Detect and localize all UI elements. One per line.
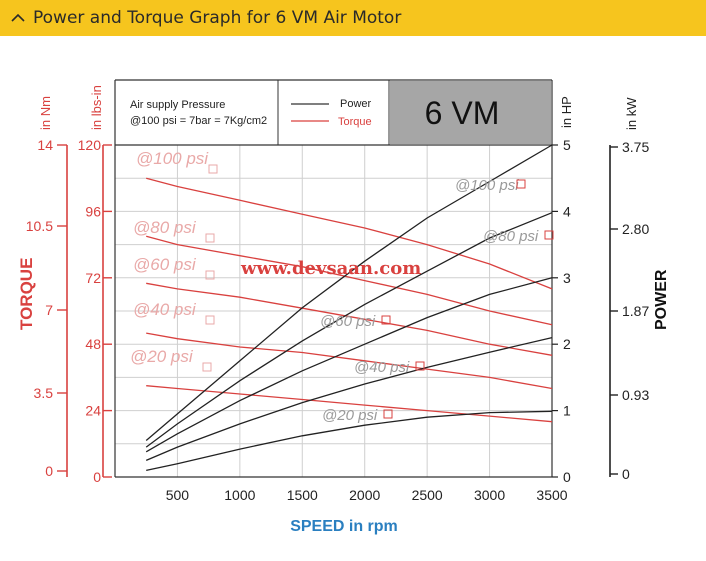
power-torque-chart: Air supply Pressure @100 psi = 7bar = 7Kg… xyxy=(17,79,670,535)
curve-label-marker xyxy=(205,233,215,243)
torque-lbs-tick-label: 96 xyxy=(85,203,101,219)
power-hp-tick-label: 2 xyxy=(563,336,571,352)
legend-torque-label: Torque xyxy=(338,116,372,128)
torque-nm-tick-label: 10.5 xyxy=(26,218,53,234)
x-tick-label: 3500 xyxy=(536,487,567,503)
power-curve-label: @80 psi xyxy=(483,228,539,245)
power-hp-tick-label: 3 xyxy=(563,270,571,286)
curve-label-marker xyxy=(544,230,554,240)
torque-curve-label: @80 psi xyxy=(133,218,197,237)
power-hp-axis-label: in HP xyxy=(559,96,574,128)
torque-axis-title: TORQUE xyxy=(17,258,36,330)
legend-note-line-1: Air supply Pressure xyxy=(130,99,225,111)
power-kw-axis-label: in kW xyxy=(624,97,639,130)
x-tick-label: 2500 xyxy=(412,487,443,503)
torque-nm-tick-label: 3.5 xyxy=(34,385,54,401)
power-curve-label: @40 psi xyxy=(354,359,410,376)
x-axis-label: SPEED in rpm xyxy=(290,518,398,535)
power-kw-tick-label: 0 xyxy=(622,466,630,482)
power-line-1 xyxy=(145,212,553,448)
torque-lbs-tick-label: 72 xyxy=(85,270,101,286)
power-axis-title: POWER xyxy=(653,269,670,330)
torque-line-3 xyxy=(146,332,553,390)
x-tick-label: 500 xyxy=(166,487,190,503)
power-curve-label: @100 psi xyxy=(455,177,519,194)
x-tick-label: 3000 xyxy=(474,487,505,503)
torque-curve-label: @20 psi xyxy=(130,347,194,366)
torque-lbs-tick-label: 0 xyxy=(93,469,101,485)
x-tick-label: 1500 xyxy=(287,487,318,503)
curve-label-marker xyxy=(205,270,215,280)
power-hp-tick-label: 1 xyxy=(563,403,571,419)
power-curve-label: @60 psi xyxy=(320,313,376,330)
curve-label-marker xyxy=(383,409,393,419)
curve-label-marker xyxy=(415,361,425,371)
curve-label-marker xyxy=(202,362,212,372)
curve-label-marker xyxy=(516,179,526,189)
torque-curve-label: @60 psi xyxy=(133,255,197,274)
watermark: www.devsaan.com xyxy=(240,258,421,279)
power-hp-tick-label: 4 xyxy=(563,203,571,219)
power-kw-tick-label: 3.75 xyxy=(622,139,649,155)
x-tick-label: 1000 xyxy=(224,487,255,503)
torque-nm-tick-label: 0 xyxy=(45,463,53,479)
torque-line-2 xyxy=(146,282,553,356)
torque-line-4 xyxy=(146,385,553,423)
torque-nm-tick-label: 7 xyxy=(45,302,53,318)
torque-lbs-tick-label: 24 xyxy=(85,403,101,419)
curve-label-marker xyxy=(381,315,391,325)
page-title: Power and Torque Graph for 6 VM Air Moto… xyxy=(33,8,402,28)
torque-lbs-axis-label: in lbs-in xyxy=(89,85,104,130)
torque-curve-label: @100 psi xyxy=(136,149,209,168)
legend-note-line-2: @100 psi = 7bar = 7Kg/cm2 xyxy=(130,115,267,127)
power-line-4 xyxy=(146,410,553,472)
torque-line-0 xyxy=(146,177,553,290)
curve-label-marker xyxy=(205,315,215,325)
torque-lbs-tick-label: 120 xyxy=(78,137,102,153)
power-hp-tick-label: 5 xyxy=(563,137,571,153)
torque-lbs-tick-label: 48 xyxy=(85,336,101,352)
curve-label-marker xyxy=(208,164,218,174)
legend-power-label: Power xyxy=(340,98,372,110)
power-curve-label: @20 psi xyxy=(322,407,378,424)
model-badge-box xyxy=(390,81,551,144)
torque-line-1 xyxy=(146,235,553,326)
chevron-up-icon[interactable] xyxy=(9,9,27,27)
torque-nm-axis-label: in Nm xyxy=(38,96,53,130)
torque-nm-tick-label: 14 xyxy=(37,137,53,153)
power-hp-tick-label: 0 xyxy=(563,469,571,485)
torque-curve-label: @40 psi xyxy=(133,300,197,319)
header-bar: Power and Torque Graph for 6 VM Air Moto… xyxy=(0,0,706,36)
power-kw-tick-label: 0.93 xyxy=(622,387,649,403)
power-line-2 xyxy=(145,277,553,453)
power-kw-tick-label: 2.80 xyxy=(622,221,649,237)
model-badge: 6 VM xyxy=(425,95,500,131)
x-tick-label: 2000 xyxy=(349,487,380,503)
power-line-3 xyxy=(145,336,553,461)
power-line-0 xyxy=(145,144,553,441)
power-kw-tick-label: 1.87 xyxy=(622,303,649,319)
